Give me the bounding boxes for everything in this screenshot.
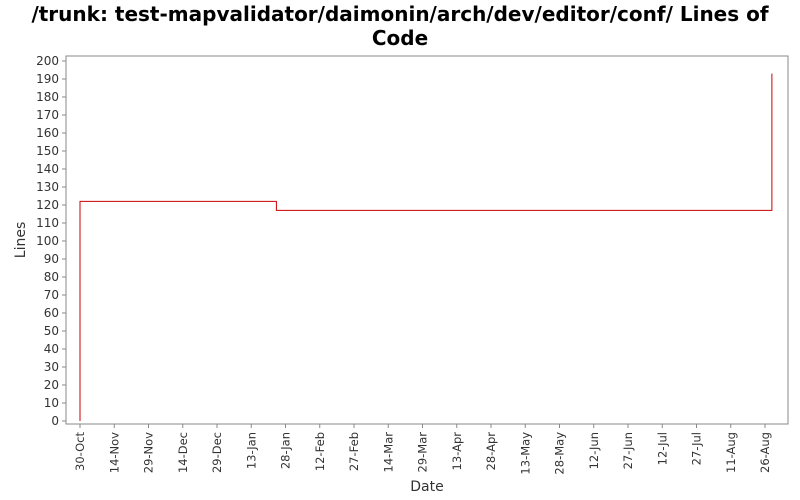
y-tick-label: 10 bbox=[44, 396, 59, 410]
x-tick-label: 29-Dec bbox=[210, 432, 224, 473]
y-tick-label: 80 bbox=[44, 270, 59, 284]
y-tick-label: 20 bbox=[44, 378, 59, 392]
series-line bbox=[79, 73, 773, 421]
chart-title: /trunk: test-mapvalidator/daimonin/arch/… bbox=[0, 2, 800, 50]
chart-title-line2: Code bbox=[371, 26, 429, 50]
x-tick-label: 13-May bbox=[518, 432, 532, 475]
x-tick-label: 28-Apr bbox=[484, 432, 498, 471]
y-tick-label: 40 bbox=[44, 342, 59, 356]
y-axis: 0 10 20 30 40 50 60 70 80 90 100 110 120 130 140 150 160… bbox=[36, 54, 66, 428]
x-tick-label: 13-Apr bbox=[450, 432, 464, 471]
x-axis: 30-Oct 14-Nov 29-Nov 14-Dec 29-Dec 13-Jan 28-J… bbox=[73, 424, 772, 475]
y-tick-label: 70 bbox=[44, 288, 59, 302]
x-tick-label: 14-Nov bbox=[107, 432, 121, 473]
x-tick-label: 11-Aug bbox=[724, 432, 738, 473]
x-tick-label: 12-Jun bbox=[587, 432, 601, 469]
x-tick-label: 12-Jul bbox=[655, 432, 669, 465]
x-tick-label: 27-Jun bbox=[621, 432, 635, 469]
y-axis-label: Lines bbox=[13, 222, 29, 258]
y-tick-label: 120 bbox=[36, 198, 59, 212]
y-tick-label: 170 bbox=[36, 108, 59, 122]
plot-area bbox=[65, 55, 789, 425]
y-tick-label: 140 bbox=[36, 162, 59, 176]
y-tick-label: 150 bbox=[36, 144, 59, 158]
x-tick-label: 13-Jan bbox=[244, 432, 258, 469]
x-axis-label: Date bbox=[410, 479, 443, 495]
y-tick-label: 160 bbox=[36, 126, 59, 140]
x-tick-label: 14-Dec bbox=[176, 432, 190, 473]
x-tick-label: 12-Feb bbox=[313, 432, 327, 471]
y-tick-label: 50 bbox=[44, 324, 59, 338]
chart-title-line1: /trunk: test-mapvalidator/daimonin/arch/… bbox=[31, 2, 769, 26]
y-tick-label: 190 bbox=[36, 72, 59, 86]
x-tick-label: 27-Feb bbox=[347, 432, 361, 471]
y-tick-label: 90 bbox=[44, 252, 59, 266]
x-tick-label: 26-Aug bbox=[758, 432, 772, 473]
y-tick-label: 30 bbox=[44, 360, 59, 374]
x-tick-label: 28-Jan bbox=[279, 432, 293, 469]
x-tick-label: 29-Nov bbox=[142, 432, 156, 473]
y-tick-label: 100 bbox=[36, 234, 59, 248]
y-tick-label: 0 bbox=[51, 414, 59, 428]
x-tick-label: 30-Oct bbox=[73, 432, 87, 471]
x-tick-label: 14-Mar bbox=[381, 432, 395, 473]
x-tick-label: 29-Mar bbox=[416, 432, 430, 473]
y-tick-label: 200 bbox=[36, 54, 59, 68]
y-tick-label: 130 bbox=[36, 180, 59, 194]
x-tick-label: 27-Jul bbox=[690, 432, 704, 465]
y-tick-label: 110 bbox=[36, 216, 59, 230]
y-tick-label: 60 bbox=[44, 306, 59, 320]
x-tick-label: 28-May bbox=[553, 432, 567, 475]
y-tick-label: 180 bbox=[36, 90, 59, 104]
